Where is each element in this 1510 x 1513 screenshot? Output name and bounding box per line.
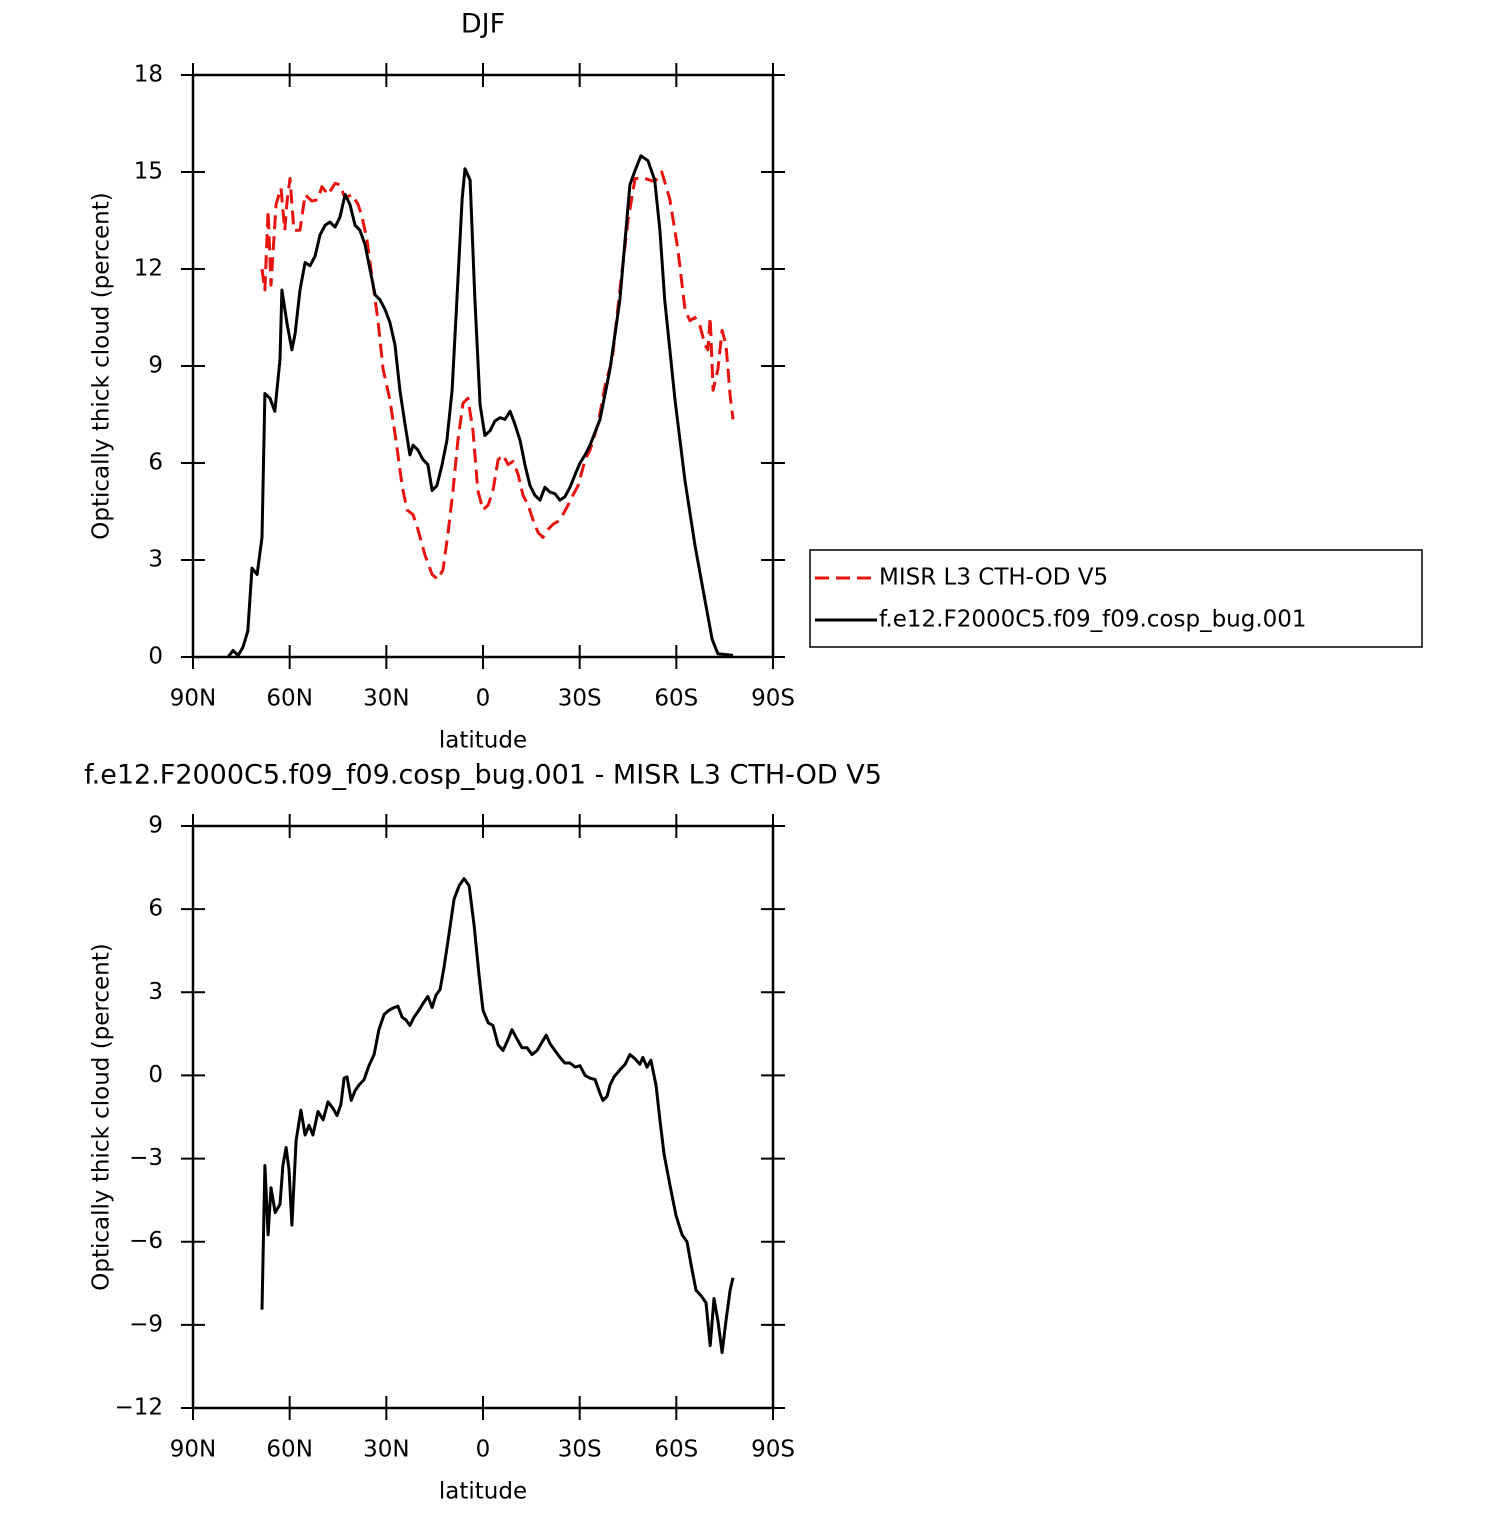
y-tick-label: 6	[148, 450, 163, 476]
y-tick-label: 15	[134, 159, 163, 185]
legend-box	[809, 549, 1423, 648]
chart-title: DJF	[461, 9, 505, 40]
x-tick-label: 0	[476, 686, 491, 712]
y-axis-label: Optically thick cloud (percent)	[89, 943, 115, 1290]
x-tick-label: 30N	[363, 1437, 409, 1463]
plot-frame	[191, 73, 775, 659]
x-tick-label: 90S	[751, 686, 795, 712]
y-tick-label: 9	[148, 353, 163, 379]
data-line	[260, 170, 735, 581]
y-tick-label: 3	[148, 547, 163, 573]
y-tick-label: 6	[148, 896, 163, 922]
x-tick-label: 60N	[266, 1437, 312, 1463]
x-tick-label: 0	[476, 1437, 491, 1463]
x-tick-label: 60N	[266, 686, 312, 712]
x-tick-label: 90N	[170, 686, 216, 712]
legend-label: MISR L3 CTH-OD V5	[879, 565, 1108, 591]
x-tick-label: 90S	[751, 1437, 795, 1463]
y-tick-label: −3	[129, 1145, 163, 1171]
y-tick-label: −12	[114, 1395, 163, 1421]
plot-frame	[191, 824, 775, 1410]
x-tick-label: 60S	[654, 1437, 698, 1463]
y-tick-label: −6	[129, 1228, 163, 1254]
y-tick-label: 0	[148, 644, 163, 670]
y-tick-label: −9	[129, 1311, 163, 1337]
x-tick-label: 60S	[654, 686, 698, 712]
data-line	[226, 154, 734, 658]
x-tick-label: 30S	[558, 686, 602, 712]
y-tick-label: 0	[148, 1062, 163, 1088]
x-tick-label: 30N	[363, 686, 409, 712]
x-axis-label: latitude	[439, 728, 527, 754]
y-tick-label: 9	[148, 813, 163, 839]
legend-label: f.e12.F2000C5.f09_f09.cosp_bug.001	[879, 607, 1307, 633]
x-tick-label: 30S	[558, 1437, 602, 1463]
y-tick-label: 18	[134, 62, 163, 88]
x-axis-label: latitude	[439, 1479, 527, 1505]
data-line	[260, 877, 735, 1355]
y-tick-label: 12	[134, 256, 163, 282]
x-tick-label: 90N	[170, 1437, 216, 1463]
y-axis-label: Optically thick cloud (percent)	[89, 192, 115, 539]
chart-title: f.e12.F2000C5.f09_f09.cosp_bug.001 - MIS…	[84, 760, 882, 791]
y-tick-label: 3	[148, 979, 163, 1005]
